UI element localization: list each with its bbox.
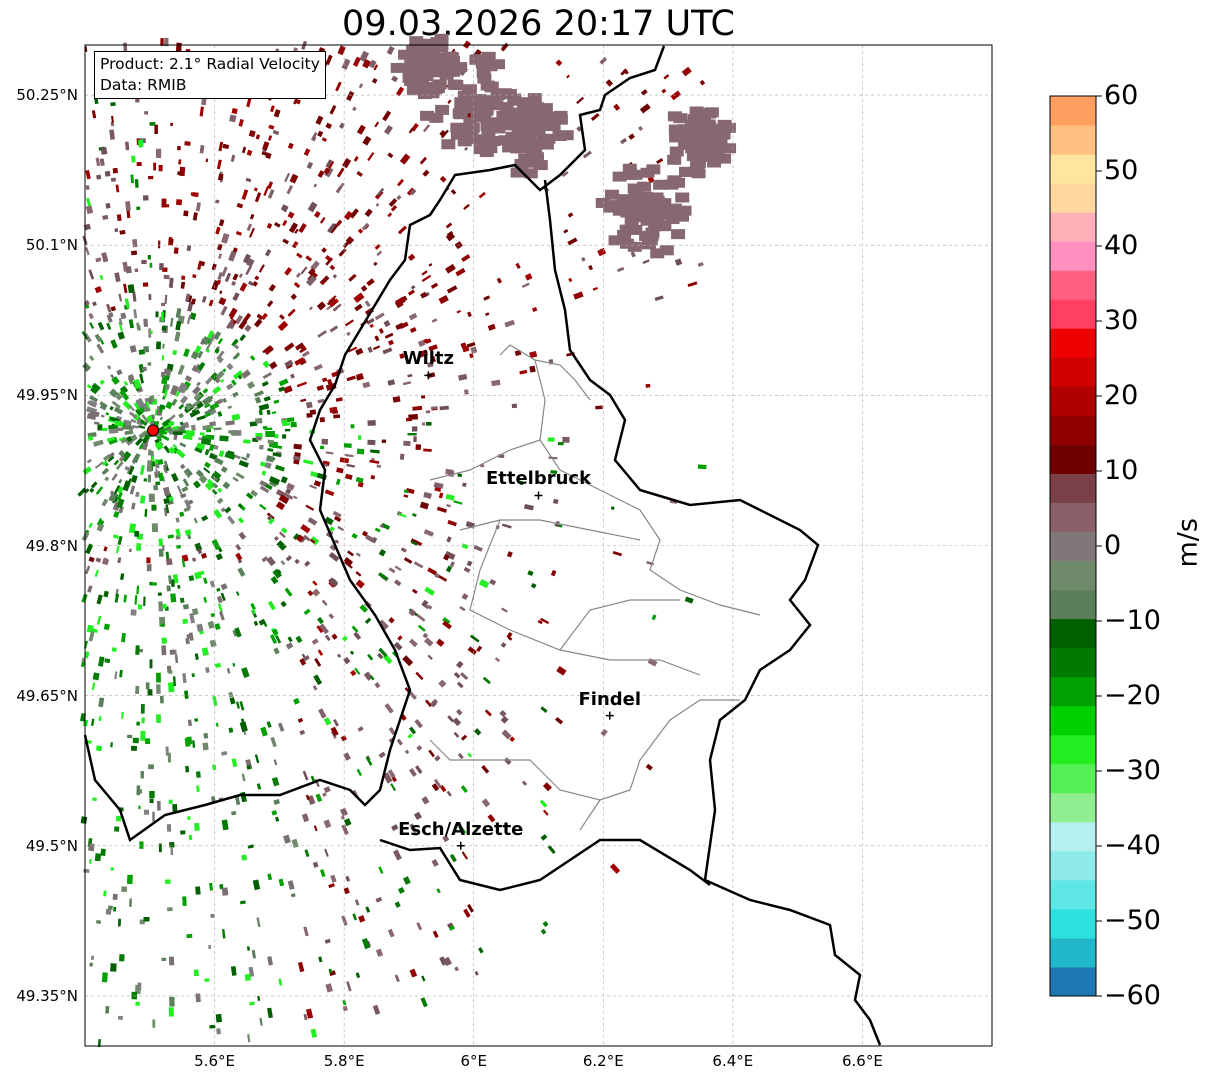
city-label: Findel <box>578 688 642 710</box>
lon-tick-label: 5.8°E <box>323 1052 365 1070</box>
colorbar-tick-label: 40 <box>1104 230 1139 261</box>
lat-tick-label: 49.35°N <box>16 986 78 1005</box>
colorbar-segment <box>1050 270 1096 300</box>
colorbar-unit-label: m/s <box>1172 518 1204 568</box>
lon-tick-label: 6.4°E <box>712 1052 754 1070</box>
colorbar-segment <box>1050 386 1096 416</box>
colorbar-tick-label: −60 <box>1104 980 1161 1011</box>
colorbar-segment <box>1050 125 1096 155</box>
colorbar-segment <box>1050 705 1096 736</box>
country-border-east <box>543 179 882 1046</box>
lon-tick-label: 6.6°E <box>842 1052 883 1070</box>
info-source: Data: RMIB <box>100 76 187 94</box>
colorbar-segment <box>1050 763 1096 794</box>
country-border-outer <box>83 45 666 843</box>
city-marker <box>424 371 433 380</box>
colorbar-segment <box>1050 792 1096 823</box>
lat-tick-label: 49.8°N <box>25 536 78 555</box>
lat-tick-label: 49.95°N <box>16 386 78 405</box>
colorbar-tick-label: −10 <box>1104 605 1161 636</box>
colorbar-segment <box>1050 618 1096 649</box>
colorbar-segment <box>1050 589 1096 620</box>
grid-lines <box>85 45 992 1046</box>
colorbar-tick-label: 10 <box>1104 455 1139 486</box>
map-frame <box>84 44 993 1047</box>
colorbar-segment <box>1050 647 1096 678</box>
colorbar-segment <box>1050 676 1096 707</box>
colorbar-tick-label: −40 <box>1104 830 1161 861</box>
colorbar-segment <box>1050 183 1096 213</box>
lon-tick-label: 6.2°E <box>582 1052 624 1070</box>
lat-tick-label: 49.65°N <box>16 686 78 705</box>
radar-echoes <box>77 33 737 1048</box>
colorbar-segment <box>1050 560 1096 591</box>
city-label: Ettelbruck <box>485 468 592 490</box>
city-label: Esch/Alzette <box>398 818 524 840</box>
colorbar-segment <box>1050 357 1096 387</box>
colorbar-segment <box>1050 908 1096 939</box>
colorbar-segment <box>1050 154 1096 184</box>
colorbar-segment <box>1050 415 1096 445</box>
map-title: 09.03.2026 20:17 UTC <box>342 4 735 44</box>
colorbar-segment <box>1050 212 1096 242</box>
colorbar-segment <box>1050 734 1096 765</box>
colorbar-segment <box>1050 502 1096 532</box>
radar-site-marker <box>147 424 160 437</box>
lat-tick-label: 49.5°N <box>25 836 78 855</box>
colorbar-tick-label: −30 <box>1104 755 1161 786</box>
colorbar <box>1049 95 1102 997</box>
city-label: Wiltz <box>402 348 454 370</box>
colorbar-segment <box>1050 531 1096 562</box>
lat-tick-label: 50.1°N <box>25 236 78 255</box>
colorbar-tick-label: 60 <box>1104 80 1139 111</box>
colorbar-tick-label: 20 <box>1104 380 1139 411</box>
colorbar-tick-label: −50 <box>1104 905 1161 936</box>
colorbar-segment <box>1050 850 1096 881</box>
city-marker <box>605 711 614 720</box>
colorbar-segment <box>1050 937 1096 968</box>
lon-tick-label: 5.6°E <box>194 1052 235 1070</box>
luxembourg-border <box>83 45 882 1046</box>
info-product: Product: 2.1° Radial Velocity <box>100 55 320 73</box>
city-marker <box>534 491 543 500</box>
colorbar-segment <box>1050 821 1096 852</box>
colorbar-segment <box>1050 96 1096 126</box>
colorbar-tick-label: −20 <box>1104 680 1161 711</box>
colorbar-segment <box>1050 241 1096 271</box>
lat-tick-label: 50.25°N <box>16 86 78 105</box>
colorbar-segment <box>1050 966 1096 997</box>
colorbar-segment <box>1050 444 1096 474</box>
colorbar-segment <box>1050 473 1096 503</box>
lon-tick-label: 6°E <box>460 1052 487 1070</box>
country-border-south <box>379 838 711 892</box>
colorbar-segment <box>1050 328 1096 358</box>
colorbar-tick-label: 50 <box>1104 155 1139 186</box>
colorbar-segment <box>1050 879 1096 910</box>
city-markers <box>424 371 614 850</box>
info-box: Product: 2.1° Radial Velocity Data: RMIB <box>94 51 326 99</box>
colorbar-segment <box>1050 299 1096 329</box>
city-marker <box>456 841 465 850</box>
canton-borders <box>429 344 761 831</box>
colorbar-tick-label: 0 <box>1104 530 1122 561</box>
colorbar-tick-label: 30 <box>1104 305 1139 336</box>
